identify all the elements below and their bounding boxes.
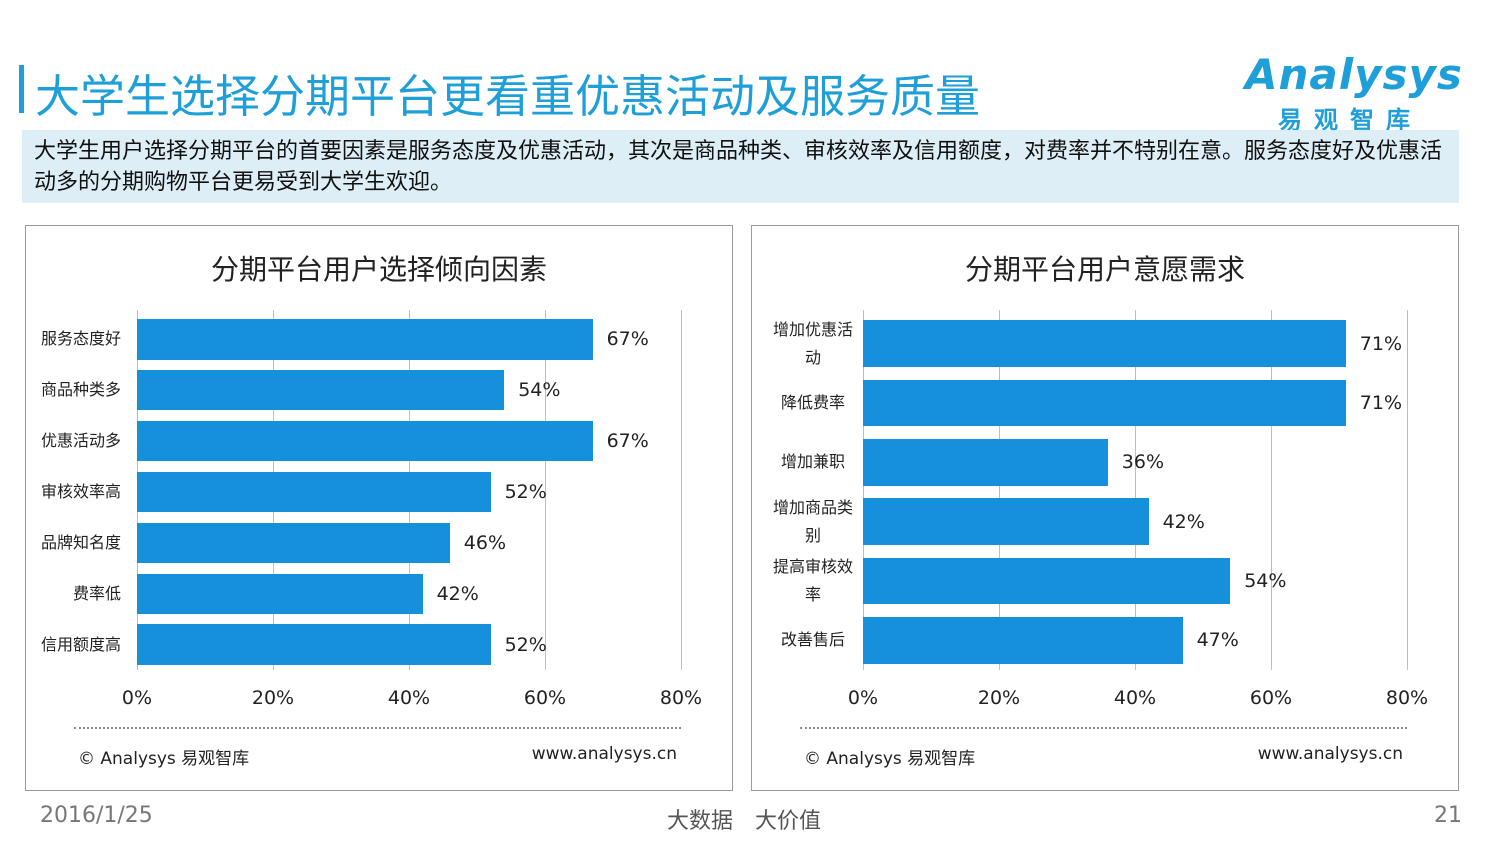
x-tick-label: 0% [847,687,879,709]
grid-line [545,310,546,670]
value-label: 42% [1162,510,1205,533]
x-tick-label: 20% [251,687,295,709]
value-label: 47% [1196,629,1239,652]
x-tick-label: 40% [387,687,431,709]
source: © Analysys 易观智库 [804,749,976,769]
category-label: 改善售后 [780,630,845,650]
category-label: 提高审核效率 [772,557,853,604]
category-label: 增加商品类别 [772,497,853,545]
grid-line [1407,310,1408,670]
bar [863,616,1183,664]
category-label: 优惠活动多 [40,431,121,451]
chart-title: 分期平台用户选择倾向因素 [210,253,547,286]
category-label: 降低费率 [780,393,845,412]
value-label: 54% [518,379,561,402]
date: 2016/1/25 [40,803,153,828]
chart-title: 分期平台用户意愿需求 [964,253,1245,286]
grid-line [999,310,1000,670]
value-label: 67% [606,328,649,351]
x-tick-label: 80% [659,687,703,709]
chart-panel: 分期平台用户选择倾向因素 0% 20% 40% 60% 80% 服务态度好 67% 商品种类多 5… [25,225,733,791]
bar [137,522,450,563]
x-tick-label: 40% [1113,687,1157,709]
category-label: 商品种类多 [40,380,121,400]
bar [137,421,593,462]
slide-title: 大学生选择分期平台更看重优惠活动及服务质量 [35,70,981,123]
x-tick-label: 0% [121,687,153,709]
grid-line [863,310,864,670]
category-label: 费率低 [72,583,121,603]
source: © Analysys 易观智库 [78,749,250,769]
bar [863,379,1346,427]
value-label: 71% [1359,332,1403,355]
x-tick-label: 80% [1385,687,1429,709]
logo-cn: 易观智库 [1278,106,1422,134]
x-tick-label: 60% [523,687,567,709]
value-label: 67% [606,430,649,453]
grid-line [681,310,682,670]
website: www.analysys.cn [531,744,677,764]
bar [137,471,491,513]
category-label: 增加优惠活动 [772,319,853,367]
value-label: 36% [1121,451,1165,474]
divider [74,727,681,729]
value-label: 71% [1359,392,1403,414]
category-label: 品牌知名度 [40,532,121,552]
logo: Analysys [1245,50,1463,99]
chart-panel: 分期平台用户意愿需求 0% 20% 40% 60% 80% 增加优惠活动 71% 降低费率 71%… [751,225,1459,791]
subtitle-box [22,130,1459,203]
category-label: 审核效率高 [40,482,121,501]
bar [863,320,1346,368]
page-number: 21 [1434,803,1462,828]
website: www.analysys.cn [1257,744,1403,764]
value-label: 46% [463,531,507,554]
value-label: 52% [504,633,547,656]
category-label: 信用额度高 [40,634,121,654]
category-label: 增加兼职 [780,452,845,472]
value-label: 42% [436,582,479,605]
slogan: 大数据 大价值 [667,809,822,834]
category-label: 服务态度好 [40,329,121,349]
x-tick-label: 20% [977,687,1021,709]
value-label: 52% [504,481,547,503]
value-label: 54% [1244,570,1287,592]
bar [137,573,423,614]
bar [863,438,1108,486]
bar [863,498,1149,546]
subtitle: 大学生用户选择分期平台的首要因素是服务态度及优惠活动，其次是商品种类、审核效率及… [34,139,1443,195]
bar [863,557,1231,605]
title-accent [19,65,24,113]
bar [137,624,491,665]
bar [137,370,505,411]
grid-line [1271,310,1272,670]
bar [137,319,593,360]
x-tick-label: 60% [1249,687,1293,709]
divider [800,727,1407,729]
grid-line [1135,310,1136,670]
